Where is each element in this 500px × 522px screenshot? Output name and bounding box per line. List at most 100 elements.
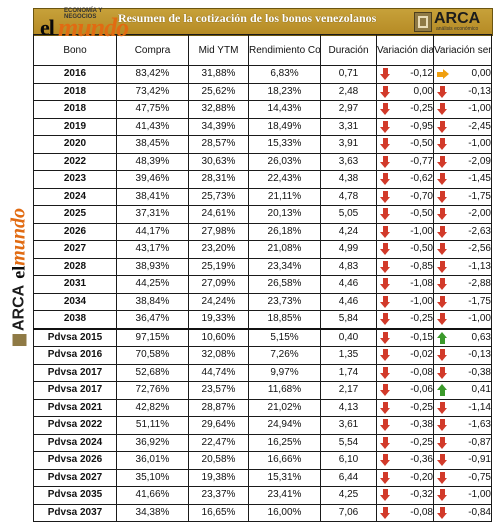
cell-compra: 70,58% xyxy=(116,346,189,365)
cell-rendimiento: 16,00% xyxy=(248,503,321,522)
cell-var-diaria-value: -0,06 xyxy=(410,384,433,396)
cell-ytm: 29,64% xyxy=(188,416,249,435)
table-header-row: Bono Compra Mid YTM Rendimiento Corrient… xyxy=(33,34,492,66)
cell-duracion: 7,06 xyxy=(320,503,377,522)
cell-compra: 73,42% xyxy=(116,82,189,101)
cell-rendimiento: 7,26% xyxy=(248,346,321,365)
cell-var-semanal: -1,75 xyxy=(433,292,492,311)
elmundo-logo-mundo: mundo xyxy=(58,13,129,42)
side-arca-text: ARCA xyxy=(10,284,27,332)
cell-var-diaria: 0,00 xyxy=(376,82,434,101)
cell-var-diaria-value: -0,25 xyxy=(410,401,433,413)
down-arrow-icon xyxy=(437,103,448,115)
cell-var-semanal: -1,00 xyxy=(433,100,492,119)
cell-bono: Pdvsa 2024 xyxy=(33,433,117,452)
cell-var-semanal-value: -0,75 xyxy=(468,471,491,483)
cell-var-semanal-value: -2,88 xyxy=(468,278,491,290)
cell-bono: 2024 xyxy=(33,187,117,206)
cell-var-diaria: -0,70 xyxy=(376,187,434,206)
down-arrow-icon xyxy=(380,401,391,414)
down-arrow-icon xyxy=(380,349,391,361)
cell-rendimiento: 23,73% xyxy=(248,292,321,311)
cell-var-diaria: -0,36 xyxy=(376,451,434,470)
down-arrow-icon xyxy=(437,506,448,519)
down-arrow-icon xyxy=(437,471,448,484)
cell-rendimiento: 18,23% xyxy=(248,82,321,101)
cell-var-diaria: -1,00 xyxy=(376,292,434,311)
cell-compra: 97,15% xyxy=(116,327,189,347)
cell-compra: 36,47% xyxy=(116,310,189,329)
cell-var-semanal: -2,45 xyxy=(433,117,492,136)
down-arrow-icon xyxy=(437,138,448,150)
cell-var-diaria-value: -0,38 xyxy=(410,419,433,431)
cell-compra: 36,92% xyxy=(116,433,189,452)
table-row: 2019 41,43% 34,39% 18,49% 3,31 -0,95 -2,45 xyxy=(33,117,492,136)
cell-ytm: 10,60% xyxy=(188,327,249,347)
down-arrow-icon xyxy=(380,331,391,344)
cell-duracion: 4,99 xyxy=(320,240,377,259)
cell-duracion: 1,35 xyxy=(320,346,377,365)
down-arrow-icon xyxy=(437,155,448,168)
cell-compra: 51,11% xyxy=(116,416,189,435)
cell-bono: 2027 xyxy=(33,240,117,259)
cell-ytm: 32,08% xyxy=(188,346,249,365)
cell-var-diaria-value: -0,32 xyxy=(410,489,433,501)
down-arrow-icon xyxy=(380,155,391,168)
cell-var-semanal: -0,75 xyxy=(433,468,492,487)
cell-rendimiento: 9,97% xyxy=(248,363,321,382)
cell-compra: 38,84% xyxy=(116,292,189,311)
cell-var-semanal-value: -0,13 xyxy=(468,85,491,97)
table-row: 2027 43,17% 23,20% 21,08% 4,99 -0,50 -2,56 xyxy=(33,240,492,259)
cell-ytm: 30,63% xyxy=(188,152,249,171)
down-arrow-icon xyxy=(380,506,391,519)
down-arrow-icon xyxy=(380,313,391,325)
table-row: 2026 44,17% 27,98% 26,18% 4,24 -1,00 -2,63 xyxy=(33,222,492,241)
elmundo-logo-subtitle: ECONOMÍA Y NEGOCIOS xyxy=(64,8,103,20)
cell-var-diaria: -0,32 xyxy=(376,486,434,505)
col-header-var-semanal: Variación semanal xyxy=(433,34,492,66)
col-header-ytm: Mid YTM xyxy=(188,34,249,66)
cell-ytm: 32,88% xyxy=(188,100,249,119)
cell-var-semanal: -1,75 xyxy=(433,187,492,206)
down-arrow-icon xyxy=(380,454,391,466)
cell-bono: Pdvsa 2015 xyxy=(33,327,117,347)
cell-var-diaria-value: -1,00 xyxy=(410,295,433,307)
cell-var-semanal: -1,13 xyxy=(433,257,492,276)
col-header-compra: Compra xyxy=(116,34,189,66)
cell-compra: 38,93% xyxy=(116,257,189,276)
cell-rendimiento: 21,11% xyxy=(248,187,321,206)
col-header-rendimiento: Rendimiento Corriente xyxy=(248,34,321,66)
table-row: 2020 38,45% 28,57% 15,33% 3,91 -0,50 -1,00 xyxy=(33,135,492,154)
cell-var-diaria-value: -0,77 xyxy=(410,155,433,167)
cell-var-semanal: -0,84 xyxy=(433,503,492,522)
cell-var-diaria-value: -0,50 xyxy=(410,138,433,150)
table-row: 2022 48,39% 30,63% 26,03% 3,63 -0,77 -2,09 xyxy=(33,152,492,171)
table-row: 2031 44,25% 27,09% 26,58% 4,46 -1,08 -2,88 xyxy=(33,275,492,294)
table-row: Pdvsa 2024 36,92% 22,47% 16,25% 5,54 -0,25 -0,… xyxy=(33,433,492,452)
table-row: 2034 38,84% 24,24% 23,73% 4,46 -1,00 -1,75 xyxy=(33,292,492,311)
down-arrow-icon xyxy=(437,436,448,449)
arca-mark-icon xyxy=(414,12,432,32)
cell-var-diaria: -1,08 xyxy=(376,275,434,294)
cell-ytm: 25,73% xyxy=(188,187,249,206)
cell-var-semanal-value: -0,38 xyxy=(468,366,491,378)
cell-var-diaria: -0,77 xyxy=(376,152,434,171)
cell-var-diaria: -0,25 xyxy=(376,310,434,329)
cell-var-diaria: -0,62 xyxy=(376,170,434,189)
cell-var-diaria: -0,08 xyxy=(376,503,434,522)
side-arca-mark-icon xyxy=(12,334,26,347)
cell-bono: Pdvsa 2016 xyxy=(33,346,117,365)
cell-var-semanal: -1,00 xyxy=(433,486,492,505)
cell-ytm: 28,31% xyxy=(188,170,249,189)
down-arrow-icon xyxy=(380,138,391,150)
cell-bono: Pdvsa 2035 xyxy=(33,486,117,505)
cell-duracion: 4,13 xyxy=(320,398,377,417)
cell-duracion: 0,71 xyxy=(320,65,377,84)
cell-rendimiento: 21,02% xyxy=(248,398,321,417)
cell-compra: 83,42% xyxy=(116,65,189,84)
cell-var-semanal: -2,00 xyxy=(433,205,492,224)
cell-var-diaria-value: -0,36 xyxy=(410,454,433,466)
down-arrow-icon xyxy=(380,366,391,379)
cell-bono: 2034 xyxy=(33,292,117,311)
cell-compra: 47,75% xyxy=(116,100,189,119)
